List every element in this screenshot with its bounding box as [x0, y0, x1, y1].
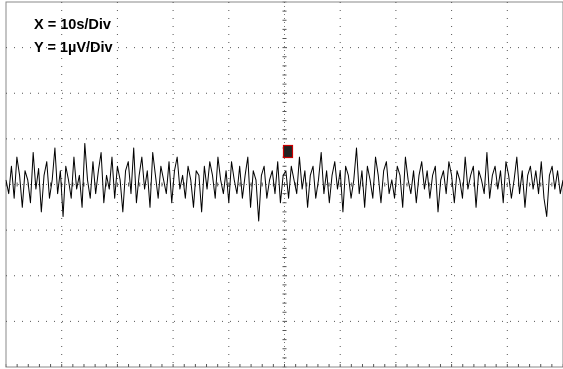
x-scale-label: X = 10s/Div [34, 17, 111, 33]
center-axis-ticks [5, 1, 563, 368]
trigger-marker [282, 144, 294, 159]
y-scale-label: Y = 1µV/Div [34, 40, 113, 56]
trigger-marker-box [282, 144, 294, 159]
trace [5, 142, 563, 222]
trace-line [5, 142, 563, 222]
